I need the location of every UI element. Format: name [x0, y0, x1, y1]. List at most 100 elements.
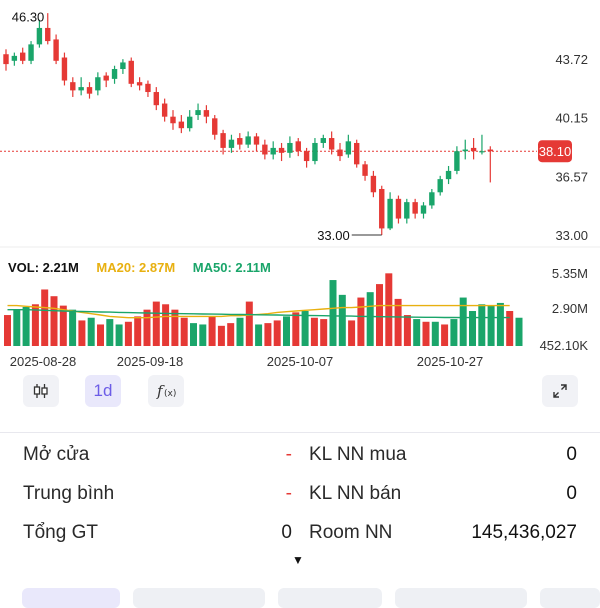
- volume-bar: [152, 301, 160, 346]
- volume-bar: [208, 316, 216, 346]
- low-price-label: 33.00: [317, 228, 350, 243]
- candle-body: [70, 82, 76, 91]
- candle-body: [203, 110, 210, 117]
- price-chart[interactable]: 43.72 40.15 36.57 33.00 46.30 33.00 38.10: [0, 0, 600, 250]
- indicator-button[interactable]: f (x): [148, 375, 184, 407]
- section-divider: [0, 432, 600, 433]
- candle-body: [220, 133, 226, 148]
- volume-bar: [134, 316, 142, 346]
- candle-body: [136, 82, 143, 86]
- volume-bar: [376, 284, 383, 346]
- date-tick-label: 2025-09-18: [117, 354, 184, 369]
- volume-legend: VOL: 2.21M MA20: 2.87M MA50: 2.11M: [8, 260, 285, 275]
- stat-label: Mở cửa: [23, 444, 90, 465]
- volume-bar: [199, 324, 207, 346]
- candle-body: [61, 57, 68, 81]
- candle-body: [195, 110, 201, 116]
- candle-body: [395, 198, 402, 219]
- volume-bar: [41, 289, 49, 346]
- stat-label: KL NN bán: [309, 483, 402, 504]
- current-price-label: 38.10: [539, 144, 572, 159]
- volume-bar: [227, 323, 235, 346]
- volume-bar: [264, 323, 272, 346]
- stat-value: -: [285, 483, 292, 504]
- volume-bar: [97, 324, 104, 346]
- expand-icon: [553, 384, 567, 398]
- candle-body: [454, 151, 460, 171]
- volume-bar: [69, 309, 77, 346]
- volume-bar: [338, 294, 346, 346]
- stat-label: Room NN: [309, 522, 393, 543]
- bottom-tab[interactable]: [22, 588, 120, 608]
- chart-toolbar: 1d f (x): [0, 375, 600, 411]
- bottom-tab[interactable]: [540, 588, 600, 608]
- candle-body: [245, 136, 251, 145]
- volume-bar: [171, 309, 179, 346]
- chart-type-button[interactable]: [23, 375, 59, 407]
- bottom-tab[interactable]: [395, 588, 527, 608]
- volume-bar: [357, 297, 365, 346]
- volume-bar: [496, 302, 504, 346]
- fullscreen-button[interactable]: [542, 375, 578, 407]
- candle-body: [429, 192, 435, 206]
- volume-bar: [180, 317, 188, 346]
- volume-bar: [301, 311, 309, 346]
- volume-bar: [78, 320, 86, 346]
- stats-row: Mở cửa - KL NN mua 0: [0, 444, 600, 474]
- svg-text:f: f: [156, 382, 165, 400]
- volume-bar: [431, 321, 439, 346]
- stats-row: Tổng GT 0 Room NN 145,436,027: [0, 522, 600, 552]
- candle-body: [487, 149, 493, 152]
- volume-bar: [487, 305, 495, 346]
- stat-value: 0: [566, 444, 577, 465]
- candle-body: [212, 118, 218, 135]
- stat-value: -: [285, 444, 292, 465]
- stat-label: Trung bình: [23, 483, 115, 504]
- candle-body: [337, 149, 343, 157]
- candle-body: [170, 116, 176, 124]
- volume-bar: [115, 324, 123, 346]
- stat-value: 0: [281, 522, 292, 543]
- candle-body: [145, 83, 151, 93]
- bottom-tabs: [0, 588, 600, 608]
- stat-label: Tổng GT: [23, 522, 98, 543]
- bottom-tab[interactable]: [133, 588, 265, 608]
- high-price-label: 46.30: [12, 9, 45, 24]
- candle-body: [345, 141, 352, 155]
- volume-bar: [506, 311, 514, 346]
- volume-bar: [4, 315, 11, 346]
- candlestick-icon: [33, 384, 48, 398]
- ma50-line: [7, 309, 510, 319]
- candle-body: [295, 141, 301, 152]
- candle-body: [128, 60, 134, 84]
- volume-bar: [273, 320, 281, 346]
- interval-button[interactable]: 1d: [85, 375, 121, 407]
- volume-bar: [255, 324, 263, 346]
- candle-body: [20, 52, 26, 61]
- candle-body: [362, 164, 368, 176]
- volume-bar: [310, 317, 318, 346]
- svg-text:(x): (x): [164, 389, 176, 399]
- volume-bar: [385, 273, 393, 346]
- volume-bar: [320, 319, 328, 346]
- candle-body: [78, 87, 84, 91]
- price-tick-label: 33.00: [555, 228, 588, 243]
- candle-body: [370, 175, 377, 193]
- volume-bar: [162, 304, 170, 346]
- candle-body: [53, 39, 59, 61]
- candle-body: [379, 188, 385, 229]
- volume-tick-label: 5.35M: [552, 266, 588, 281]
- candle-body: [120, 62, 126, 70]
- candle-body: [153, 92, 159, 106]
- vol-value: VOL: 2.21M: [8, 260, 79, 275]
- candle-body: [111, 69, 118, 79]
- volume-bar: [50, 296, 58, 346]
- candle-body: [187, 116, 193, 129]
- expand-toggle[interactable]: ▼: [292, 553, 304, 567]
- candle-body: [262, 144, 268, 155]
- candle-body: [312, 142, 318, 162]
- volume-chart[interactable]: 5.35M 2.90M 452.10K 2025-08-28 2025-09-18 202…: [0, 250, 600, 375]
- bottom-tab[interactable]: [278, 588, 382, 608]
- date-tick-label: 2025-08-28: [10, 354, 77, 369]
- candle-body: [412, 202, 418, 214]
